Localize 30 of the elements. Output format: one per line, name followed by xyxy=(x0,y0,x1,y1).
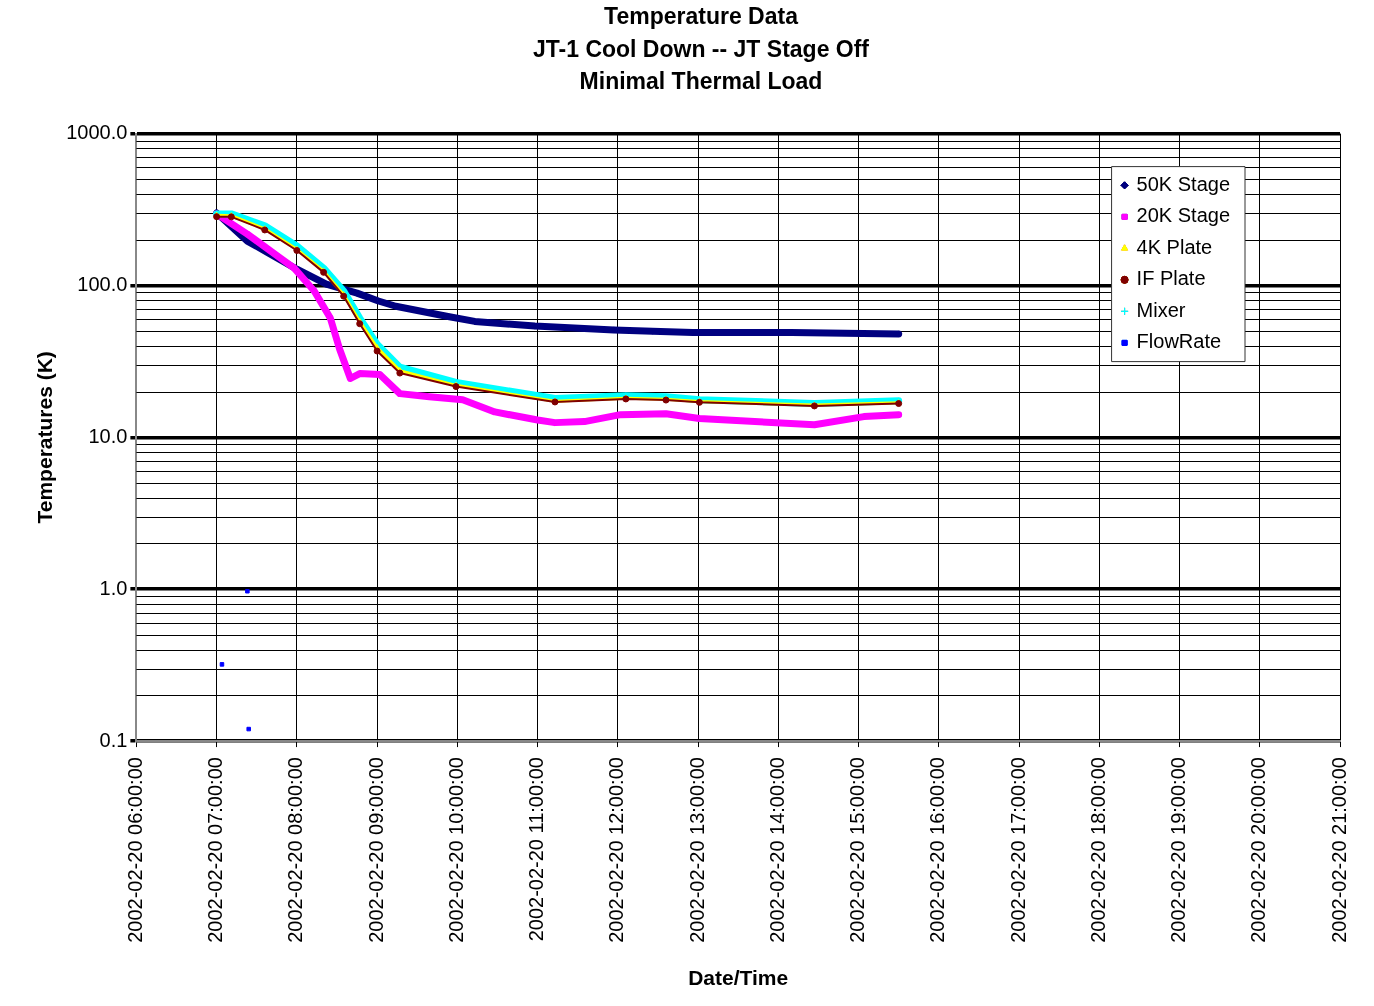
y-tick-label: 10.0 xyxy=(88,424,128,447)
legend-label: 20K Stage xyxy=(1136,204,1231,227)
x-axis-title: Date/Time xyxy=(688,966,789,990)
legend-label: 50K Stage xyxy=(1136,172,1231,195)
x-tick-label: 2002-02-20 16:00:00 xyxy=(926,757,949,943)
x-tick-label: 2002-02-20 10:00:00 xyxy=(444,757,467,943)
legend-label: 4K Plate xyxy=(1136,235,1213,258)
y-tick-label: 1.0 xyxy=(99,576,128,599)
x-tick-label: 2002-02-20 14:00:00 xyxy=(765,757,788,943)
y-tick-label: 0.1 xyxy=(99,728,128,751)
x-tick-label: 2002-02-20 21:00:00 xyxy=(1327,757,1350,943)
x-tick-label: 2002-02-20 11:00:00 xyxy=(525,757,548,942)
x-tick-label: 2002-02-20 06:00:00 xyxy=(123,757,146,943)
x-tick-label: 2002-02-20 12:00:00 xyxy=(605,757,628,943)
x-tick-label: 2002-02-20 13:00:00 xyxy=(685,757,708,943)
x-tick-label: 2002-02-20 08:00:00 xyxy=(284,757,307,943)
x-tick-label: 2002-02-20 15:00:00 xyxy=(846,757,869,943)
y-tick-label: 100.0 xyxy=(77,272,128,295)
legend-label: Mixer xyxy=(1136,298,1186,321)
y-tick-label: 1000.0 xyxy=(66,121,128,144)
legend-label: IF Plate xyxy=(1136,267,1206,290)
x-tick-label: 2002-02-20 07:00:00 xyxy=(204,757,227,943)
x-tick-label: 2002-02-20 17:00:00 xyxy=(1006,757,1029,943)
y-axis-title: Temperatures (K) xyxy=(33,351,57,524)
legend-label: FlowRate xyxy=(1136,330,1222,353)
x-tick-label: 2002-02-20 19:00:00 xyxy=(1167,757,1190,943)
x-tick-label: 2002-02-20 20:00:00 xyxy=(1247,757,1270,943)
x-tick-label: 2002-02-20 18:00:00 xyxy=(1086,757,1109,943)
x-tick-label: 2002-02-20 09:00:00 xyxy=(364,757,387,943)
chart-title: Temperature Data JT-1 Cool Down -- JT Stage Off Minimal Thermal Load xyxy=(532,3,870,94)
